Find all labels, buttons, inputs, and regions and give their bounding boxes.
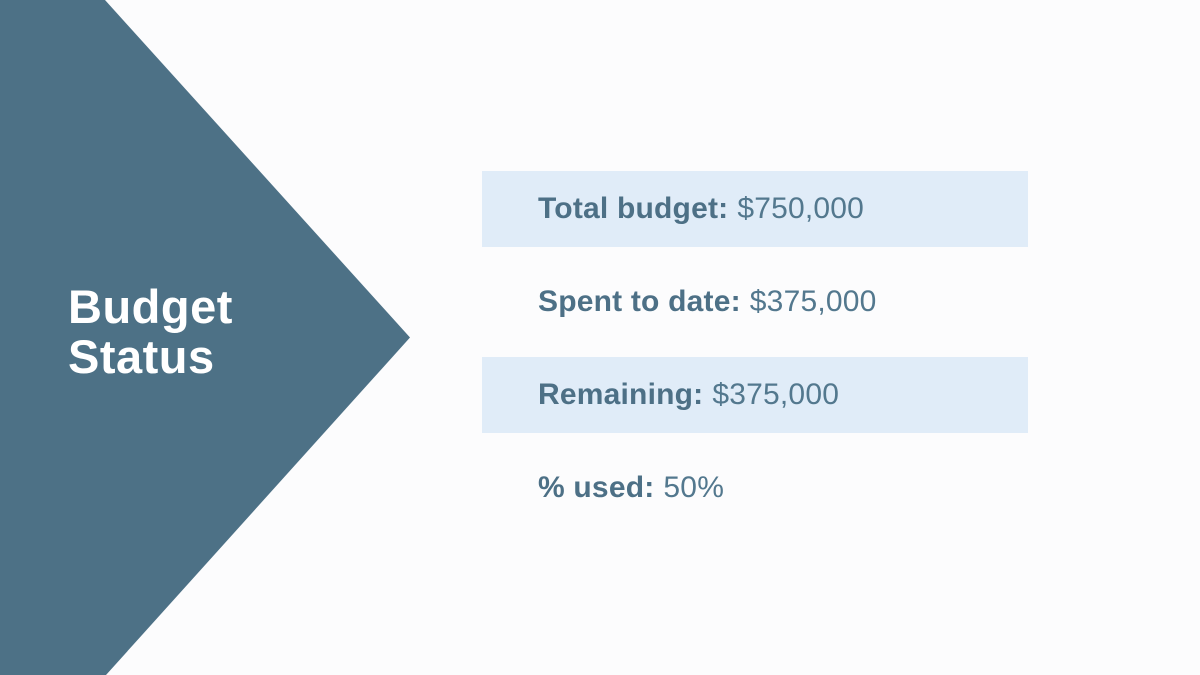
stat-row-total-budget: Total budget: $750,000 — [482, 171, 1028, 247]
stat-value: $375,000 — [712, 378, 840, 411]
page-title-line-1: Budget — [68, 280, 233, 333]
page-title-line-2: Status — [68, 330, 215, 383]
stat-row-spent-to-date: Spent to date: $375,000 — [482, 264, 1028, 340]
stat-label: Total budget: — [538, 192, 729, 225]
stat-label: % used: — [538, 471, 655, 504]
stat-label: Remaining: — [538, 378, 704, 411]
stat-value: 50% — [663, 471, 725, 504]
page-title: Budget Status — [68, 282, 233, 382]
stat-label: Spent to date: — [538, 285, 741, 318]
budget-stats-list: Total budget: $750,000 Spent to date: $3… — [482, 171, 1028, 543]
stat-row-percent-used: % used: 50% — [482, 450, 1028, 526]
stat-row-remaining: Remaining: $375,000 — [482, 357, 1028, 433]
stat-value: $750,000 — [737, 192, 865, 225]
stat-value: $375,000 — [749, 285, 877, 318]
